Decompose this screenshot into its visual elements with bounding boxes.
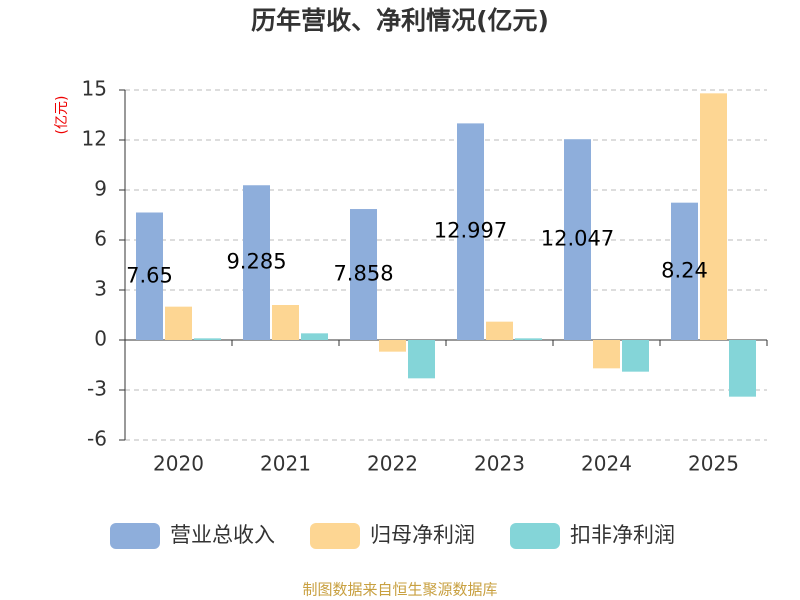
bar <box>622 340 649 372</box>
bar <box>379 340 406 352</box>
data-label: 8.24 <box>661 258 708 282</box>
bar <box>301 333 328 340</box>
legend-label: 归母净利润 <box>370 523 475 547</box>
bar <box>165 306 192 340</box>
bar <box>194 338 221 340</box>
data-label: 12.047 <box>541 227 614 251</box>
legend-swatch <box>310 523 360 549</box>
y-tick-label: 6 <box>94 227 107 251</box>
bar <box>457 123 484 340</box>
bar <box>729 340 756 397</box>
bar <box>700 93 727 340</box>
bar <box>350 209 377 340</box>
source-note: 制图数据来自恒生聚源数据库 <box>302 581 497 599</box>
y-tick-label: -3 <box>87 377 107 401</box>
y-tick-label: 15 <box>82 77 107 101</box>
legend-swatch <box>110 523 160 549</box>
legend-swatch <box>510 523 560 549</box>
bar <box>486 321 513 340</box>
x-tick-label: 2022 <box>367 452 418 476</box>
bar <box>671 202 698 340</box>
x-tick-label: 2025 <box>688 452 739 476</box>
bar <box>515 338 542 340</box>
y-tick-label: -6 <box>87 427 107 451</box>
legend-label: 营业总收入 <box>170 523 275 547</box>
y-tick-label: 0 <box>94 327 107 351</box>
bar <box>564 139 591 340</box>
bar <box>272 305 299 340</box>
bar <box>243 185 270 340</box>
bar <box>136 212 163 340</box>
data-label: 12.997 <box>434 219 507 243</box>
bar <box>593 340 620 369</box>
data-label: 7.65 <box>126 263 173 287</box>
bar <box>408 340 435 379</box>
data-label: 7.858 <box>333 262 393 286</box>
x-tick-label: 2020 <box>153 452 204 476</box>
x-tick-label: 2021 <box>260 452 311 476</box>
x-tick-label: 2024 <box>581 452 632 476</box>
data-label: 9.285 <box>226 250 286 274</box>
legend-label: 扣非净利润 <box>570 523 675 547</box>
y-tick-label: 12 <box>82 127 107 151</box>
x-tick-label: 2023 <box>474 452 525 476</box>
y-tick-label: 9 <box>94 177 107 201</box>
y-tick-label: 3 <box>94 277 107 301</box>
y-axis-label: (亿元) <box>54 96 70 135</box>
chart-title: 历年营收、净利情况(亿元) <box>251 6 549 35</box>
